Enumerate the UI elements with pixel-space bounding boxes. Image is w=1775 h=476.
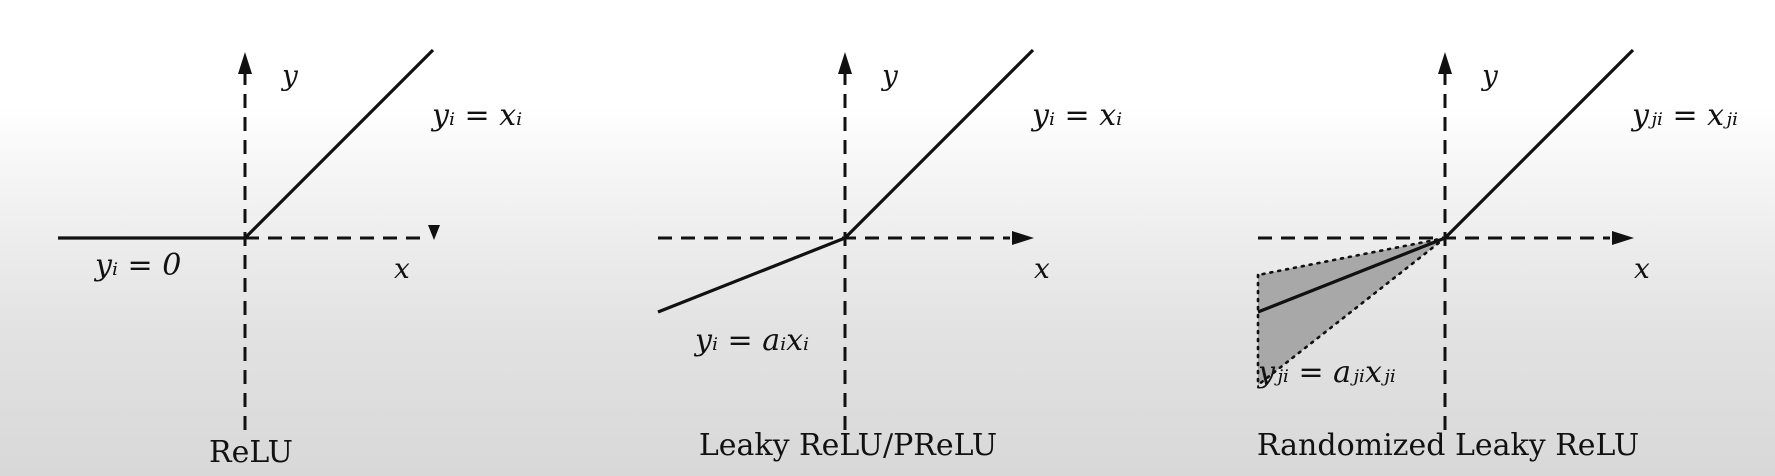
panel-relu: y x yᵢ = xᵢ yᵢ = 0 ReLU (58, 48, 522, 470)
relu-negative-equation: yᵢ = 0 (93, 248, 181, 283)
rrelu-negative-equation: yⱼᵢ = aⱼᵢxⱼᵢ (1256, 355, 1396, 390)
rrelu-x-label: x (1634, 252, 1650, 285)
panel-randomized-leaky-relu: y x yⱼᵢ = xⱼᵢ yⱼᵢ = aⱼᵢxⱼᵢ Randomized Le… (1256, 48, 1738, 463)
leaky-positive-branch (843, 48, 1035, 240)
relu-y-axis-arrowhead (238, 52, 252, 74)
leaky-positive-equation: yᵢ = xᵢ (1030, 98, 1122, 133)
relu-y-label: y (280, 59, 299, 92)
leaky-y-label: y (880, 59, 899, 92)
relu-positive-equation: yᵢ = xᵢ (430, 98, 522, 133)
leaky-x-label: x (1034, 252, 1050, 285)
relu-caption: ReLU (209, 435, 293, 470)
rrelu-x-axis-arrowhead (1612, 231, 1634, 245)
leaky-caption: Leaky ReLU/PReLU (699, 428, 997, 463)
leaky-negative-equation: yᵢ = aᵢxᵢ (693, 323, 809, 358)
rrelu-lower-bound (1256, 236, 1447, 387)
relu-x-label: x (394, 252, 410, 285)
relu-positive-branch (243, 48, 435, 240)
relu-x-axis-arrowhead (428, 225, 440, 240)
leaky-negative-branch (657, 236, 846, 314)
leaky-x-axis-arrowhead (1012, 231, 1034, 245)
rrelu-positive-branch (1443, 48, 1635, 240)
rrelu-caption: Randomized Leaky ReLU (1257, 428, 1639, 463)
panel-leaky-relu: y x yᵢ = xᵢ yᵢ = aᵢxᵢ Leaky ReLU/PReLU (657, 48, 1122, 463)
rrelu-y-label: y (1480, 59, 1499, 92)
rrelu-upper-bound (1256, 236, 1447, 277)
rrelu-y-axis-arrowhead (1438, 52, 1452, 74)
leaky-y-axis-arrowhead (838, 52, 852, 74)
rrelu-negative-branch (1257, 236, 1446, 314)
rrelu-positive-equation: yⱼᵢ = xⱼᵢ (1630, 98, 1738, 133)
